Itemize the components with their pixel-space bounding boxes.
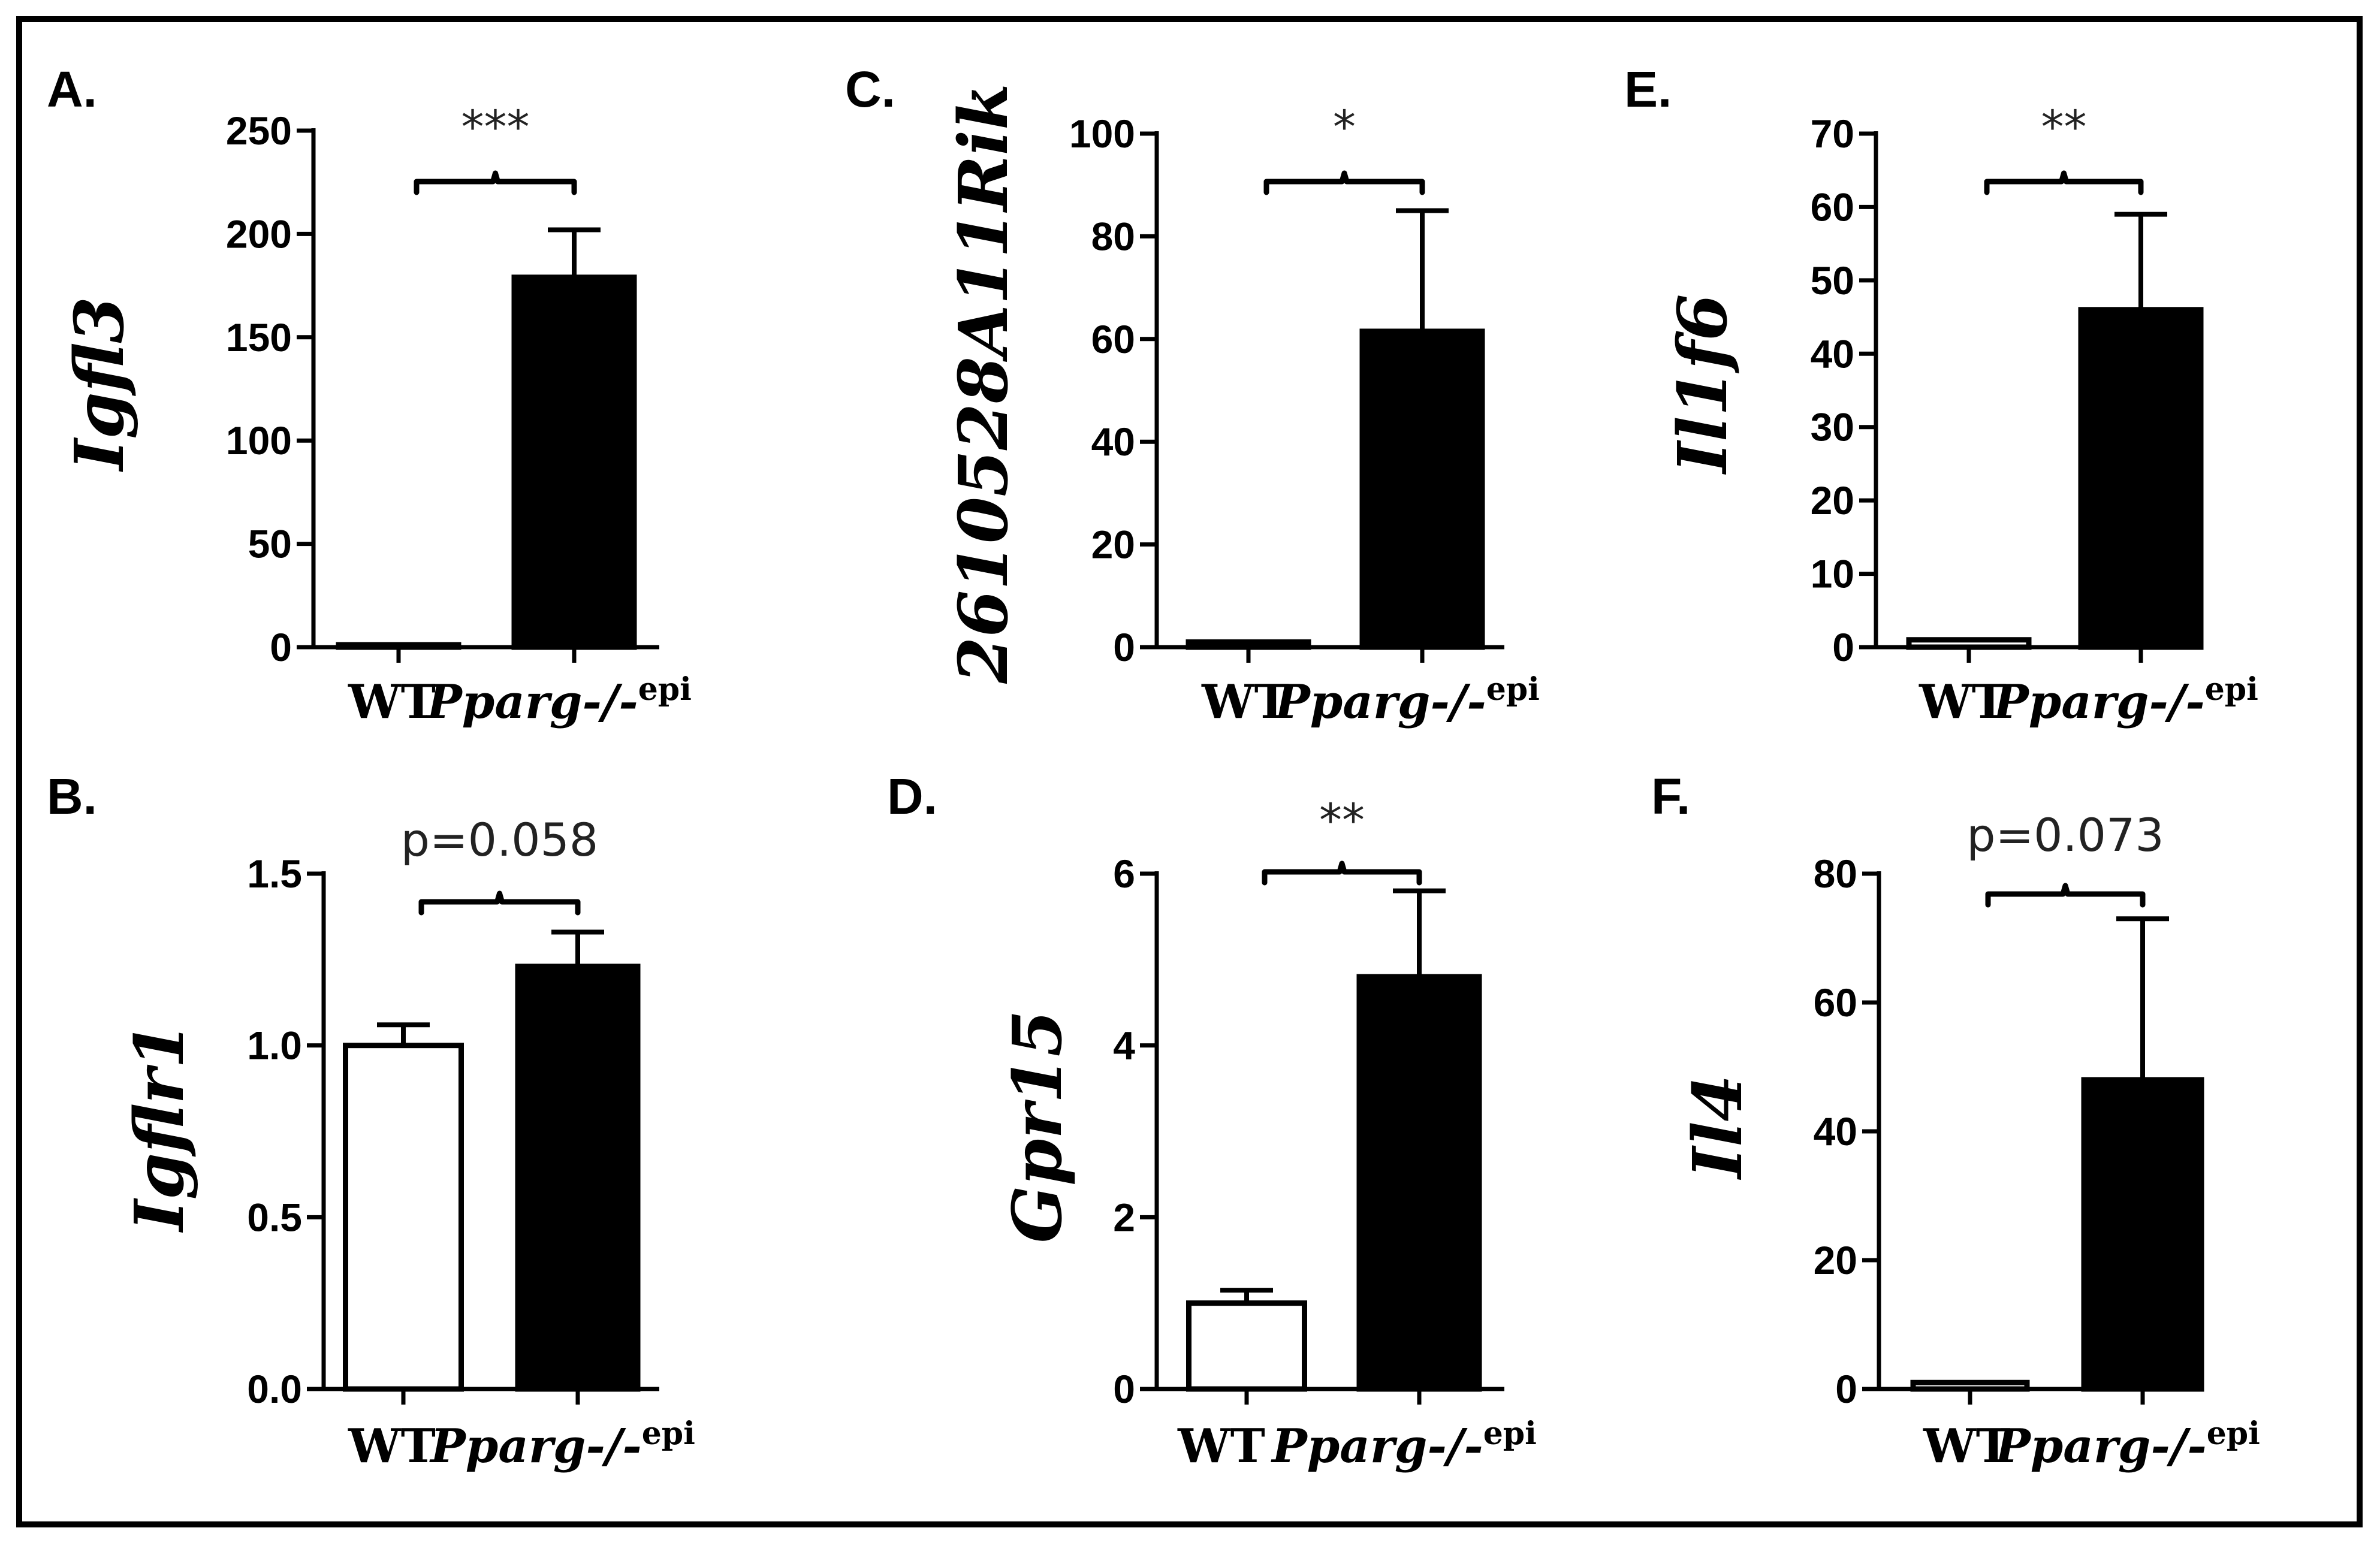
y-tick-label: 0.5 [247, 1195, 302, 1239]
y-axis-title: Igfl3 [61, 297, 139, 472]
panel-letter: D. [887, 768, 937, 825]
significance-label: ** [1319, 793, 1365, 847]
chart-panel-5: D. Gpr15 0 2 4 6 WT Pparg-/-epi ** [887, 768, 1537, 1473]
y-tick-label: 1.0 [247, 1023, 302, 1068]
x-category-label: Pparg-/-epi [1992, 671, 2258, 729]
y-tick-label: 70 [1811, 111, 1854, 156]
y-tick-label: 20 [1811, 478, 1854, 523]
x-category-label: Pparg-/-epi [426, 671, 692, 729]
chart-panel-2: C. 2610528A11Rik 0 20 40 60 80 100 WTPparg-/-epi… [845, 61, 1540, 729]
significance-bracket [1263, 170, 1425, 195]
significance-label: * [1333, 100, 1356, 153]
x-category-label: WT [348, 1419, 436, 1473]
panel-letter: F. [1651, 768, 1690, 825]
y-tick-label: 0 [1113, 1367, 1135, 1411]
y-tick-label: 60 [1091, 317, 1135, 361]
y-tick-label: 40 [1814, 1109, 1857, 1154]
y-tick-label: 30 [1811, 405, 1854, 449]
y-tick-label: 80 [1814, 851, 1857, 896]
y-axis-title: Igflr1 [120, 1022, 199, 1233]
y-tick-label: 2 [1113, 1195, 1135, 1239]
bar [1186, 639, 1311, 650]
bar [336, 642, 461, 650]
panel-letter: E. [1624, 61, 1672, 117]
y-tick-label: 20 [1814, 1238, 1857, 1282]
y-tick-label: 0 [270, 625, 292, 669]
x-category-label: WT [1923, 1419, 2011, 1473]
x-category-label: WT [1201, 675, 1289, 729]
x-category-label: Pparg-/-epi [429, 1415, 695, 1473]
panel-letter: B. [47, 768, 97, 825]
y-tick-label: 100 [226, 418, 292, 463]
y-tick-label: 40 [1811, 331, 1854, 376]
y-axis-title: Il4 [1679, 1075, 1757, 1180]
y-axis-title: 2610528A11Rik [945, 83, 1023, 684]
significance-bracket [1985, 883, 2146, 908]
bar [1910, 1379, 2030, 1392]
significance-label: *** [461, 100, 530, 153]
bar [1356, 974, 1482, 1392]
bar [2081, 1077, 2204, 1392]
y-tick-label: 50 [1811, 258, 1854, 303]
x-category-label: WT [348, 675, 436, 729]
significance-bracket [1262, 860, 1422, 886]
panel-letter: C. [845, 61, 895, 117]
y-tick-label: 4 [1113, 1023, 1135, 1068]
y-tick-label: 0.0 [247, 1367, 302, 1411]
y-tick-label: 6 [1113, 851, 1135, 896]
bar [1906, 637, 2032, 650]
y-tick-label: 0 [1113, 625, 1135, 669]
bar [515, 964, 641, 1392]
x-category-label: Pparg-/-epi [1994, 1415, 2260, 1473]
y-tick-label: 0 [1835, 1367, 1857, 1411]
significance-bracket [418, 890, 581, 916]
significance-label: p=0.073 [1966, 808, 2164, 862]
x-category-label: WT [1919, 675, 2007, 729]
y-tick-label: 100 [1069, 111, 1135, 156]
y-tick-label: 60 [1814, 980, 1857, 1025]
bar [511, 274, 637, 650]
y-tick-label: 80 [1091, 214, 1135, 258]
y-tick-label: 200 [226, 212, 292, 256]
panel-letter: A. [47, 61, 97, 117]
y-tick-label: 60 [1811, 185, 1854, 229]
y-tick-label: 20 [1091, 523, 1135, 567]
significance-label: p=0.058 [401, 813, 599, 866]
bar [1186, 1300, 1307, 1392]
significance-bracket [414, 170, 577, 195]
x-category-label: WT [1177, 1419, 1265, 1473]
significance-bracket [1984, 170, 2144, 195]
y-tick-label: 1.5 [247, 851, 302, 896]
x-category-label: Pparg-/-epi [1274, 671, 1540, 729]
bar [343, 1043, 464, 1392]
y-tick-label: 0 [1832, 625, 1854, 669]
significance-label: ** [2041, 100, 2087, 153]
y-tick-label: 150 [226, 315, 292, 360]
bar [2078, 307, 2204, 650]
y-tick-label: 10 [1811, 552, 1854, 596]
y-axis-title: Il1f6 [1664, 294, 1742, 475]
y-tick-label: 50 [248, 522, 292, 566]
y-tick-label: 40 [1091, 419, 1135, 464]
y-tick-label: 250 [226, 108, 292, 153]
y-axis-title: Gpr15 [999, 1010, 1077, 1243]
x-category-label: Pparg-/-epi [1271, 1415, 1537, 1473]
bar [1359, 328, 1485, 650]
